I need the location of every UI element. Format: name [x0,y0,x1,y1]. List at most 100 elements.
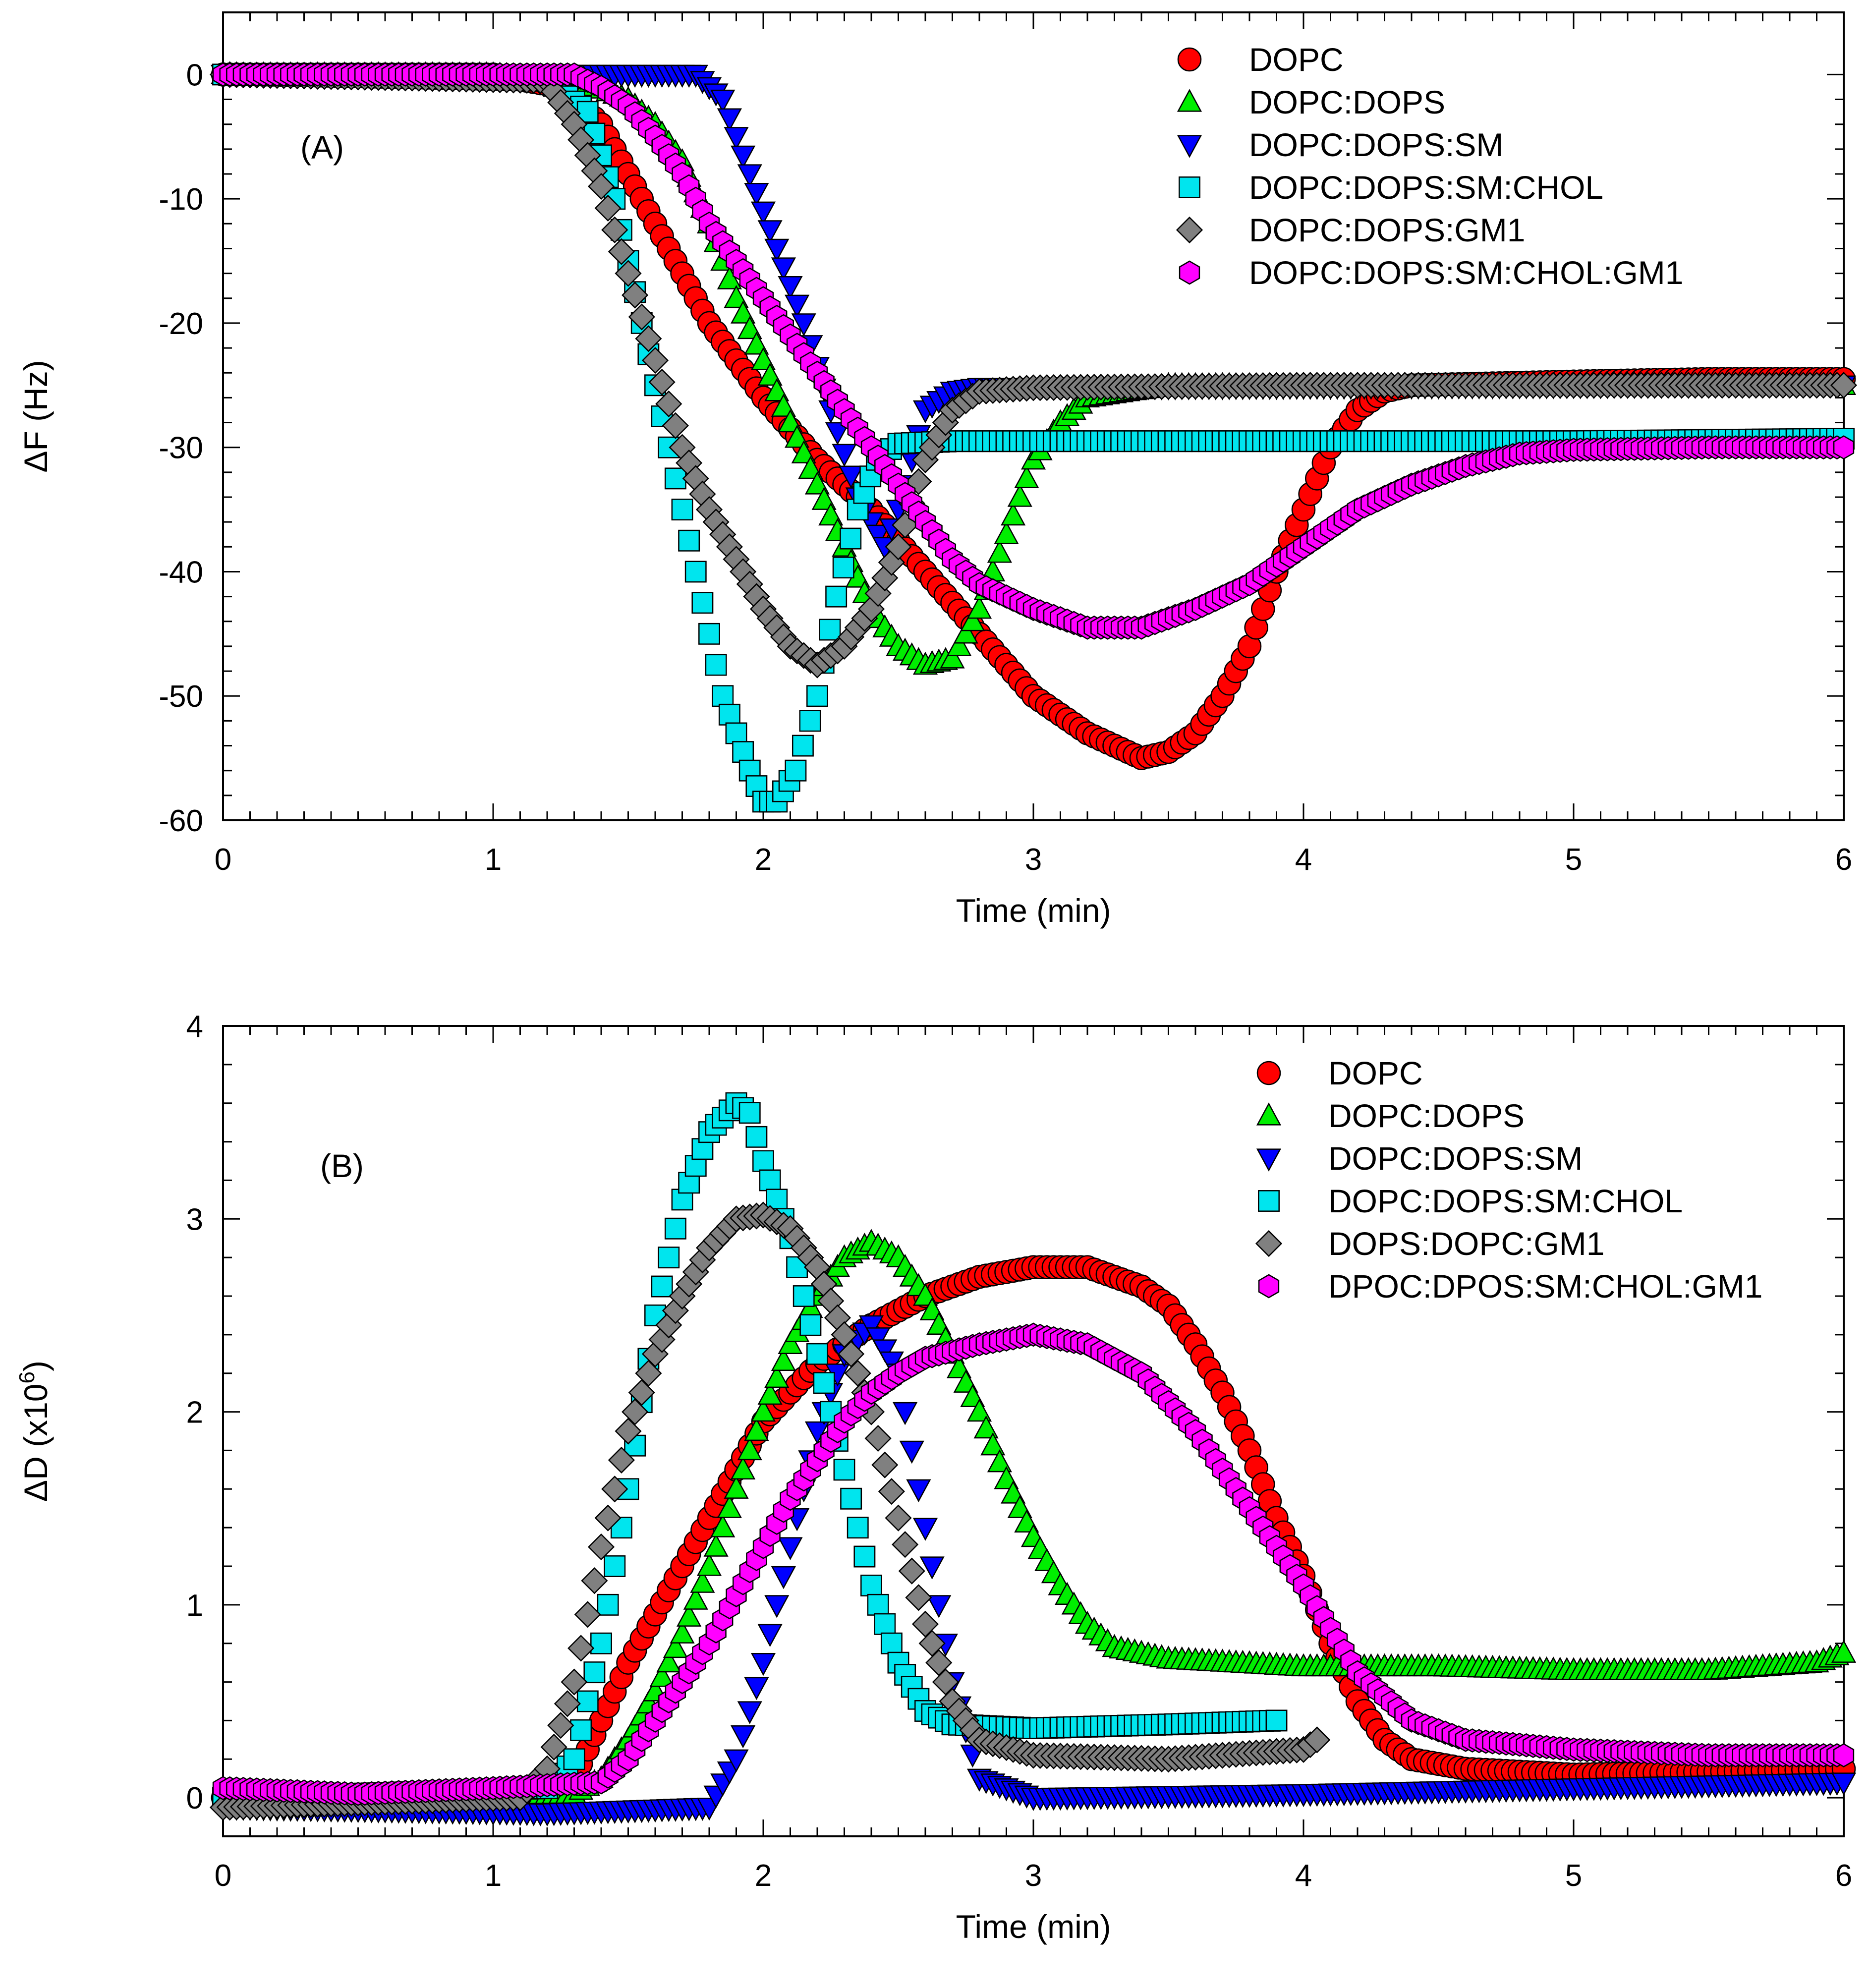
data-point-dops-dopc-gm1 [892,1531,919,1558]
data-point-dopc-dops-sm-chol [806,685,828,707]
data-point-dops-dopc-gm1 [911,1610,939,1638]
data-point-dopc-dops [987,1449,1012,1473]
legend-marker-dopc-dops-sm-chol [1258,1190,1280,1212]
y-tick-label: -30 [159,431,203,465]
legend-marker-dopc [1256,1061,1281,1085]
data-point-dopc-dops [785,425,810,448]
data-point-dopc-dops-sm-chol [1265,1709,1288,1732]
data-point-dopc-dops [798,455,823,479]
data-point-dops-dopc-gm1 [871,1451,899,1478]
data-point-dops-dopc-gm1 [561,1668,588,1696]
data-point-dopc-dops-sm [906,1479,931,1503]
data-point-dopc-dops [940,645,965,669]
legend-marker-dops-dopc-gm1 [1255,1230,1283,1257]
data-point-dopc-dops-sm [771,1566,796,1590]
data-point-dopc-dops-sm [778,276,803,299]
data-point-dopc-dops-sm [865,524,891,548]
data-point-dopc-dops [1014,465,1039,489]
data-point-dops-dopc-gm1 [547,1712,574,1739]
legend-label: DOPC:DOPS:SM [1249,126,1503,163]
data-point-dopc-dops-sm [750,1652,776,1676]
legend-label: DOPC:DOPS:SM:CHOL:GM1 [1249,254,1683,291]
y-tick-label: 0 [186,1781,203,1816]
data-point-dopc-dops-sm [724,1749,749,1773]
data-point-dopc-dops [1001,502,1026,526]
legend-label: DOPC:DOPS:SM:CHOL [1328,1183,1683,1219]
data-point-dopc-dops [757,362,783,386]
legend-label: DOPC:DOPS:GM1 [1249,212,1525,248]
data-point-dopc-dops-sm [737,1701,762,1724]
data-point-dopc-dops-sm [731,145,756,169]
data-point-dopc-dops-sm [919,1556,945,1580]
data-point-dopc-dops-sm-chol [691,592,714,614]
legend-label: DOPC:DOPS [1328,1097,1525,1134]
x-tick-label: 4 [1295,843,1312,877]
x-tick-label: 1 [485,843,502,877]
data-point-dopc-dops-sm [744,182,769,206]
data-point-dopc-dops [731,1456,756,1480]
data-point-dopc-dops-gm1 [662,412,689,439]
data-point-dopc-dops-sm [737,164,762,187]
data-point-dopc-dops [966,1398,992,1422]
data-point-dopc-dops-sm-chol [860,1574,882,1596]
y-axis-title: ΔD (x106) [15,1361,54,1502]
data-point-dopc-dops-sm-chol [799,710,821,732]
data-point-dopc-dops [737,316,762,340]
data-point-dopc-dops-sm-chol [583,1661,606,1684]
data-point-dopc-dops [724,1476,749,1499]
legend-label: DOPC:DOPS [1249,84,1445,120]
data-point-dopc-dops [980,1432,1006,1456]
data-point-dopc-dops-sm-chol [671,499,693,521]
data-point-dopc-dops [966,595,992,619]
panel-a: 0 1 2 3 4 5 6 0 -10 -20 -30 -40 -50 -60 Time (min) ΔF (… [17,11,1858,929]
data-point-dops-dopc-gm1 [554,1690,581,1717]
legend-label: DOPC:DOPS:SM [1328,1140,1583,1177]
legend: DOPC DOPC:DOPS DOPC:DOPS:SM DOPC:DOPS:SM:CH… [1255,1055,1762,1305]
x-tick-label: 1 [485,1859,502,1893]
data-point-dopc-dops [731,300,756,324]
data-point-dopc-dops [649,1664,675,1687]
x-tick-label: 3 [1025,1859,1042,1893]
data-point-dopc-dops [764,378,790,401]
data-point-dopc-dops-sm [710,89,736,113]
data-point-dopc-dops [737,1437,762,1461]
data-point-dopc-dops-sm [717,108,742,131]
data-point-dopc-dops-sm-chol [853,1545,876,1568]
data-point-dopc-dops [804,471,830,495]
data-point-dopc-dops-sm [764,1595,790,1618]
plot-frame [222,1025,1845,1837]
data-point-dops-dopc-gm1 [864,1425,892,1452]
data-point-dopc-dops-sm-chol [819,619,841,641]
data-point-dopc-dops-sm-chol [658,1247,680,1269]
data-point-dopc-dops-sm [724,127,749,150]
legend-marker-dopc-dops-gm1 [1176,216,1203,244]
legend-label: DOPS:DOPC:GM1 [1328,1225,1604,1262]
y-tick-label: 1 [186,1589,203,1623]
data-point-dopc-dops-sm-chol [732,741,754,763]
data-point-dopc-dops-sm-chol [840,527,862,550]
data-point-dopc-dops [811,487,837,510]
data-point-dopc-dops-gm1 [885,533,912,561]
data-point-dopc-dops-sm [785,294,810,318]
data-point-dopc-dops [953,621,978,644]
data-point-dopc-dops-sm [791,313,816,337]
data-point-dopc-dops [750,1398,776,1422]
data-point-dopc-dops-sm [764,238,790,262]
legend-marker-dopc-dops-sm-chol [1179,176,1200,198]
series-dopc-dops-sm-chol-gm1 [212,62,1855,640]
data-point-dopc-dops-gm1 [628,303,655,331]
data-point-dops-dopc-gm1 [932,1668,959,1696]
data-point-dopc-dops-sm-chol [880,1632,903,1654]
data-point-dops-dopc-gm1 [838,1340,865,1367]
x-tick-label: 0 [215,843,231,877]
data-point-dops-dopc-gm1 [622,1398,649,1425]
data-point-dopc-dops [683,1587,708,1610]
data-point-dopc-dops [717,1495,742,1518]
data-point-dops-dopc-gm1 [628,1379,655,1406]
data-point-dopc-dops [703,1534,729,1557]
data-point-dopc-dops [744,1418,769,1441]
y-tick-label: -60 [159,804,203,838]
data-point-dopc-dops-sm-chol [664,467,686,490]
data-point-dops-dopc-gm1 [615,1418,642,1445]
x-tick-label: 0 [215,1859,231,1893]
